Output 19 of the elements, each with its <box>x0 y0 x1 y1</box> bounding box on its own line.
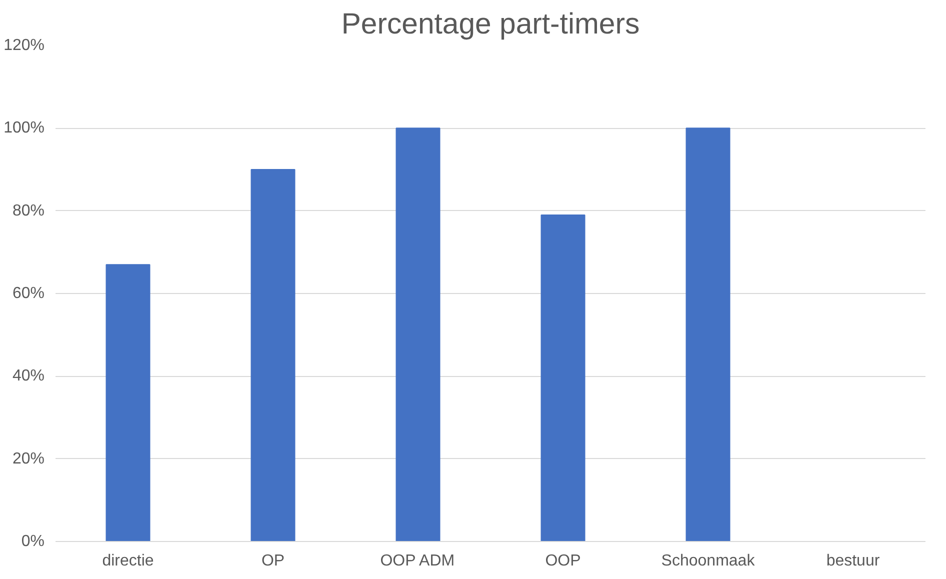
bar <box>396 128 440 542</box>
x-tick-label: OP <box>261 552 285 570</box>
x-tick-label: Schoonmaak <box>661 552 756 570</box>
x-tick-label: OOP ADM <box>380 552 455 570</box>
x-tick-label: bestuur <box>826 552 880 570</box>
bar <box>540 214 586 542</box>
y-tick-label: 100% <box>4 120 44 137</box>
x-tick-label: OOP <box>545 552 581 570</box>
bar <box>106 264 150 542</box>
y-tick-label: 80% <box>12 202 45 220</box>
bar <box>686 128 730 542</box>
bar <box>250 169 296 542</box>
x-tick-label: directie <box>102 552 154 570</box>
chart-title: Percentage part-timers <box>341 8 640 40</box>
y-tick-label: 0% <box>21 533 44 550</box>
y-tick-label: 20% <box>12 450 45 468</box>
y-tick-label: 60% <box>12 285 45 302</box>
y-tick-label: 40% <box>12 368 45 385</box>
y-tick-label: 120% <box>4 37 44 54</box>
